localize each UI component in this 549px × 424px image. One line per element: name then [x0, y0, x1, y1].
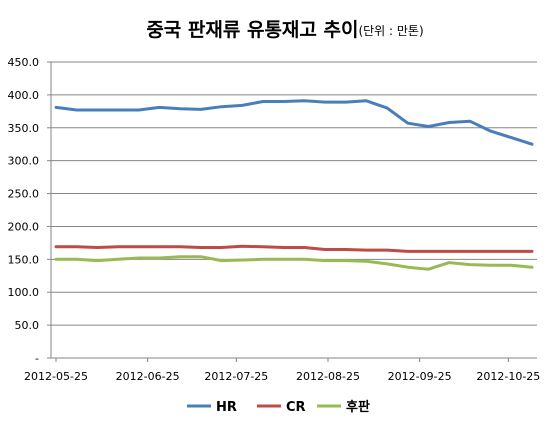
- x-tick-label: 2012-09-25: [388, 370, 452, 383]
- x-tick-label: 2012-08-25: [296, 370, 360, 383]
- y-tick-label: -: [35, 352, 39, 365]
- y-tick-label: 350.0: [8, 122, 40, 135]
- chart-title-unit: (단위 : 만톤): [358, 24, 423, 38]
- axes: [47, 61, 537, 362]
- y-tick-label: 300.0: [8, 155, 40, 168]
- series-line-후판: [54, 255, 534, 271]
- x-tick-label: 2012-07-25: [204, 370, 268, 383]
- y-axis-tick-labels: - 50.0 100.0 150.0 200.0 250.0 300.0 350.0 400.0…: [8, 56, 40, 365]
- y-tick-label: 200.0: [8, 220, 40, 233]
- y-tick-label: 50.0: [15, 319, 40, 332]
- legend-label-CR: CR: [286, 400, 306, 415]
- legend: HR CR 후판: [187, 399, 370, 415]
- y-tick-label: 100.0: [8, 286, 40, 299]
- y-tick-label: 450.0: [8, 56, 40, 69]
- x-tick-label: 2012-06-25: [116, 370, 180, 383]
- y-tick-label: 150.0: [8, 253, 40, 266]
- legend-label-HR: HR: [216, 400, 237, 415]
- y-tick-label: 400.0: [8, 89, 40, 102]
- x-tick-label: 2012-10-25: [476, 370, 540, 383]
- series-line-CR: [54, 244, 534, 253]
- chart-title: 중국 판재류 유통재고 추이(단위 : 만톤): [146, 19, 423, 41]
- series-lines: [54, 99, 534, 271]
- series-line-HR: [54, 99, 534, 146]
- x-axis-tick-labels: 2012-05-25 2012-06-25 2012-07-25 2012-08-25…: [24, 370, 540, 383]
- x-tick-label: 2012-05-25: [24, 370, 88, 383]
- y-tick-label: 250.0: [8, 188, 40, 201]
- legend-label-후판: 후판: [346, 399, 370, 415]
- chart-title-main: 중국 판재류 유통재고 추이: [146, 19, 358, 41]
